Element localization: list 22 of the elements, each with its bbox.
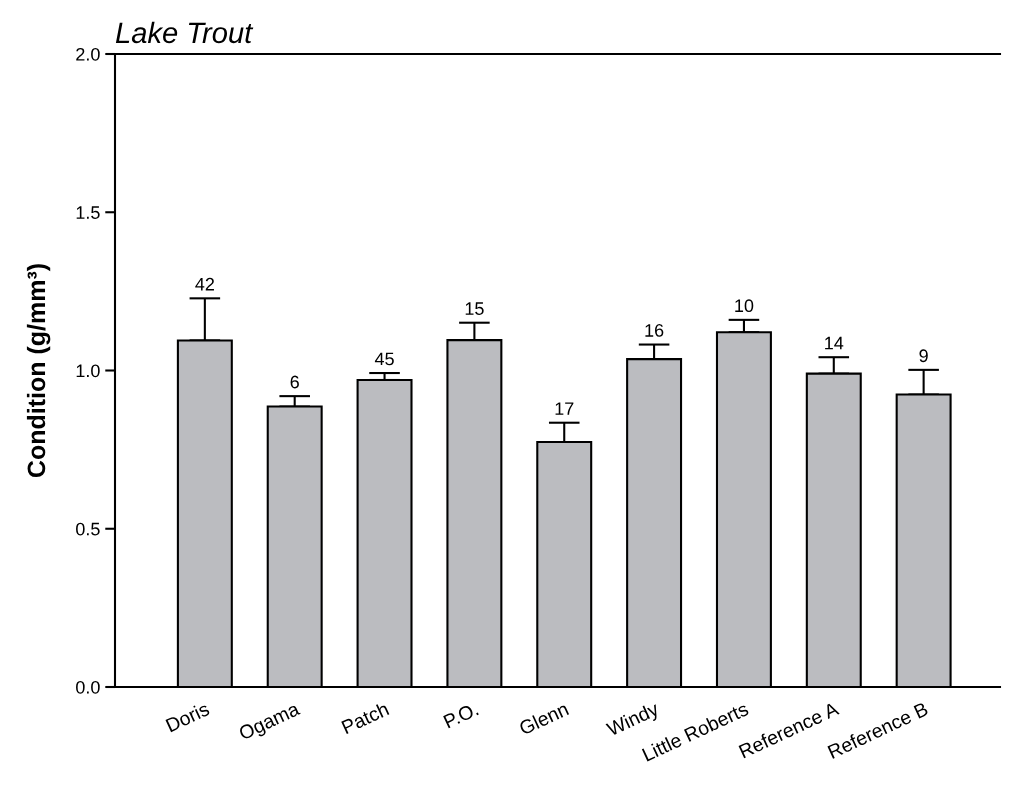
y-tick-label: 0.0: [76, 680, 100, 694]
x-tick-label: Ogama: [237, 701, 303, 744]
annotation: 15: [465, 302, 484, 315]
x-tick-label: Patch: [340, 701, 390, 735]
x-tick-label: Doris: [165, 701, 211, 733]
annotation: 45: [374, 352, 394, 366]
annotation: 42: [195, 277, 214, 291]
annotation: 14: [825, 336, 844, 350]
y-tick-label: 1.0: [76, 364, 100, 378]
y-tick-label: 1.5: [76, 206, 100, 219]
annotation: 10: [735, 299, 754, 313]
x-tick-label: Windy: [605, 700, 662, 741]
x-tick-label: P.O.: [443, 702, 479, 729]
y-tick-label: 0.5: [76, 522, 100, 536]
annotation: 16: [645, 324, 664, 337]
annotation: 17: [555, 402, 574, 415]
y-tick-label: 2.0: [76, 47, 100, 61]
x-tick-label: Glenn: [518, 701, 570, 736]
chart-title: Lake Trout: [115, 21, 254, 44]
y-axis-title: Condition (g/mm³): [26, 264, 51, 478]
annotation: 9: [919, 349, 928, 363]
annotation: 6: [290, 375, 299, 389]
